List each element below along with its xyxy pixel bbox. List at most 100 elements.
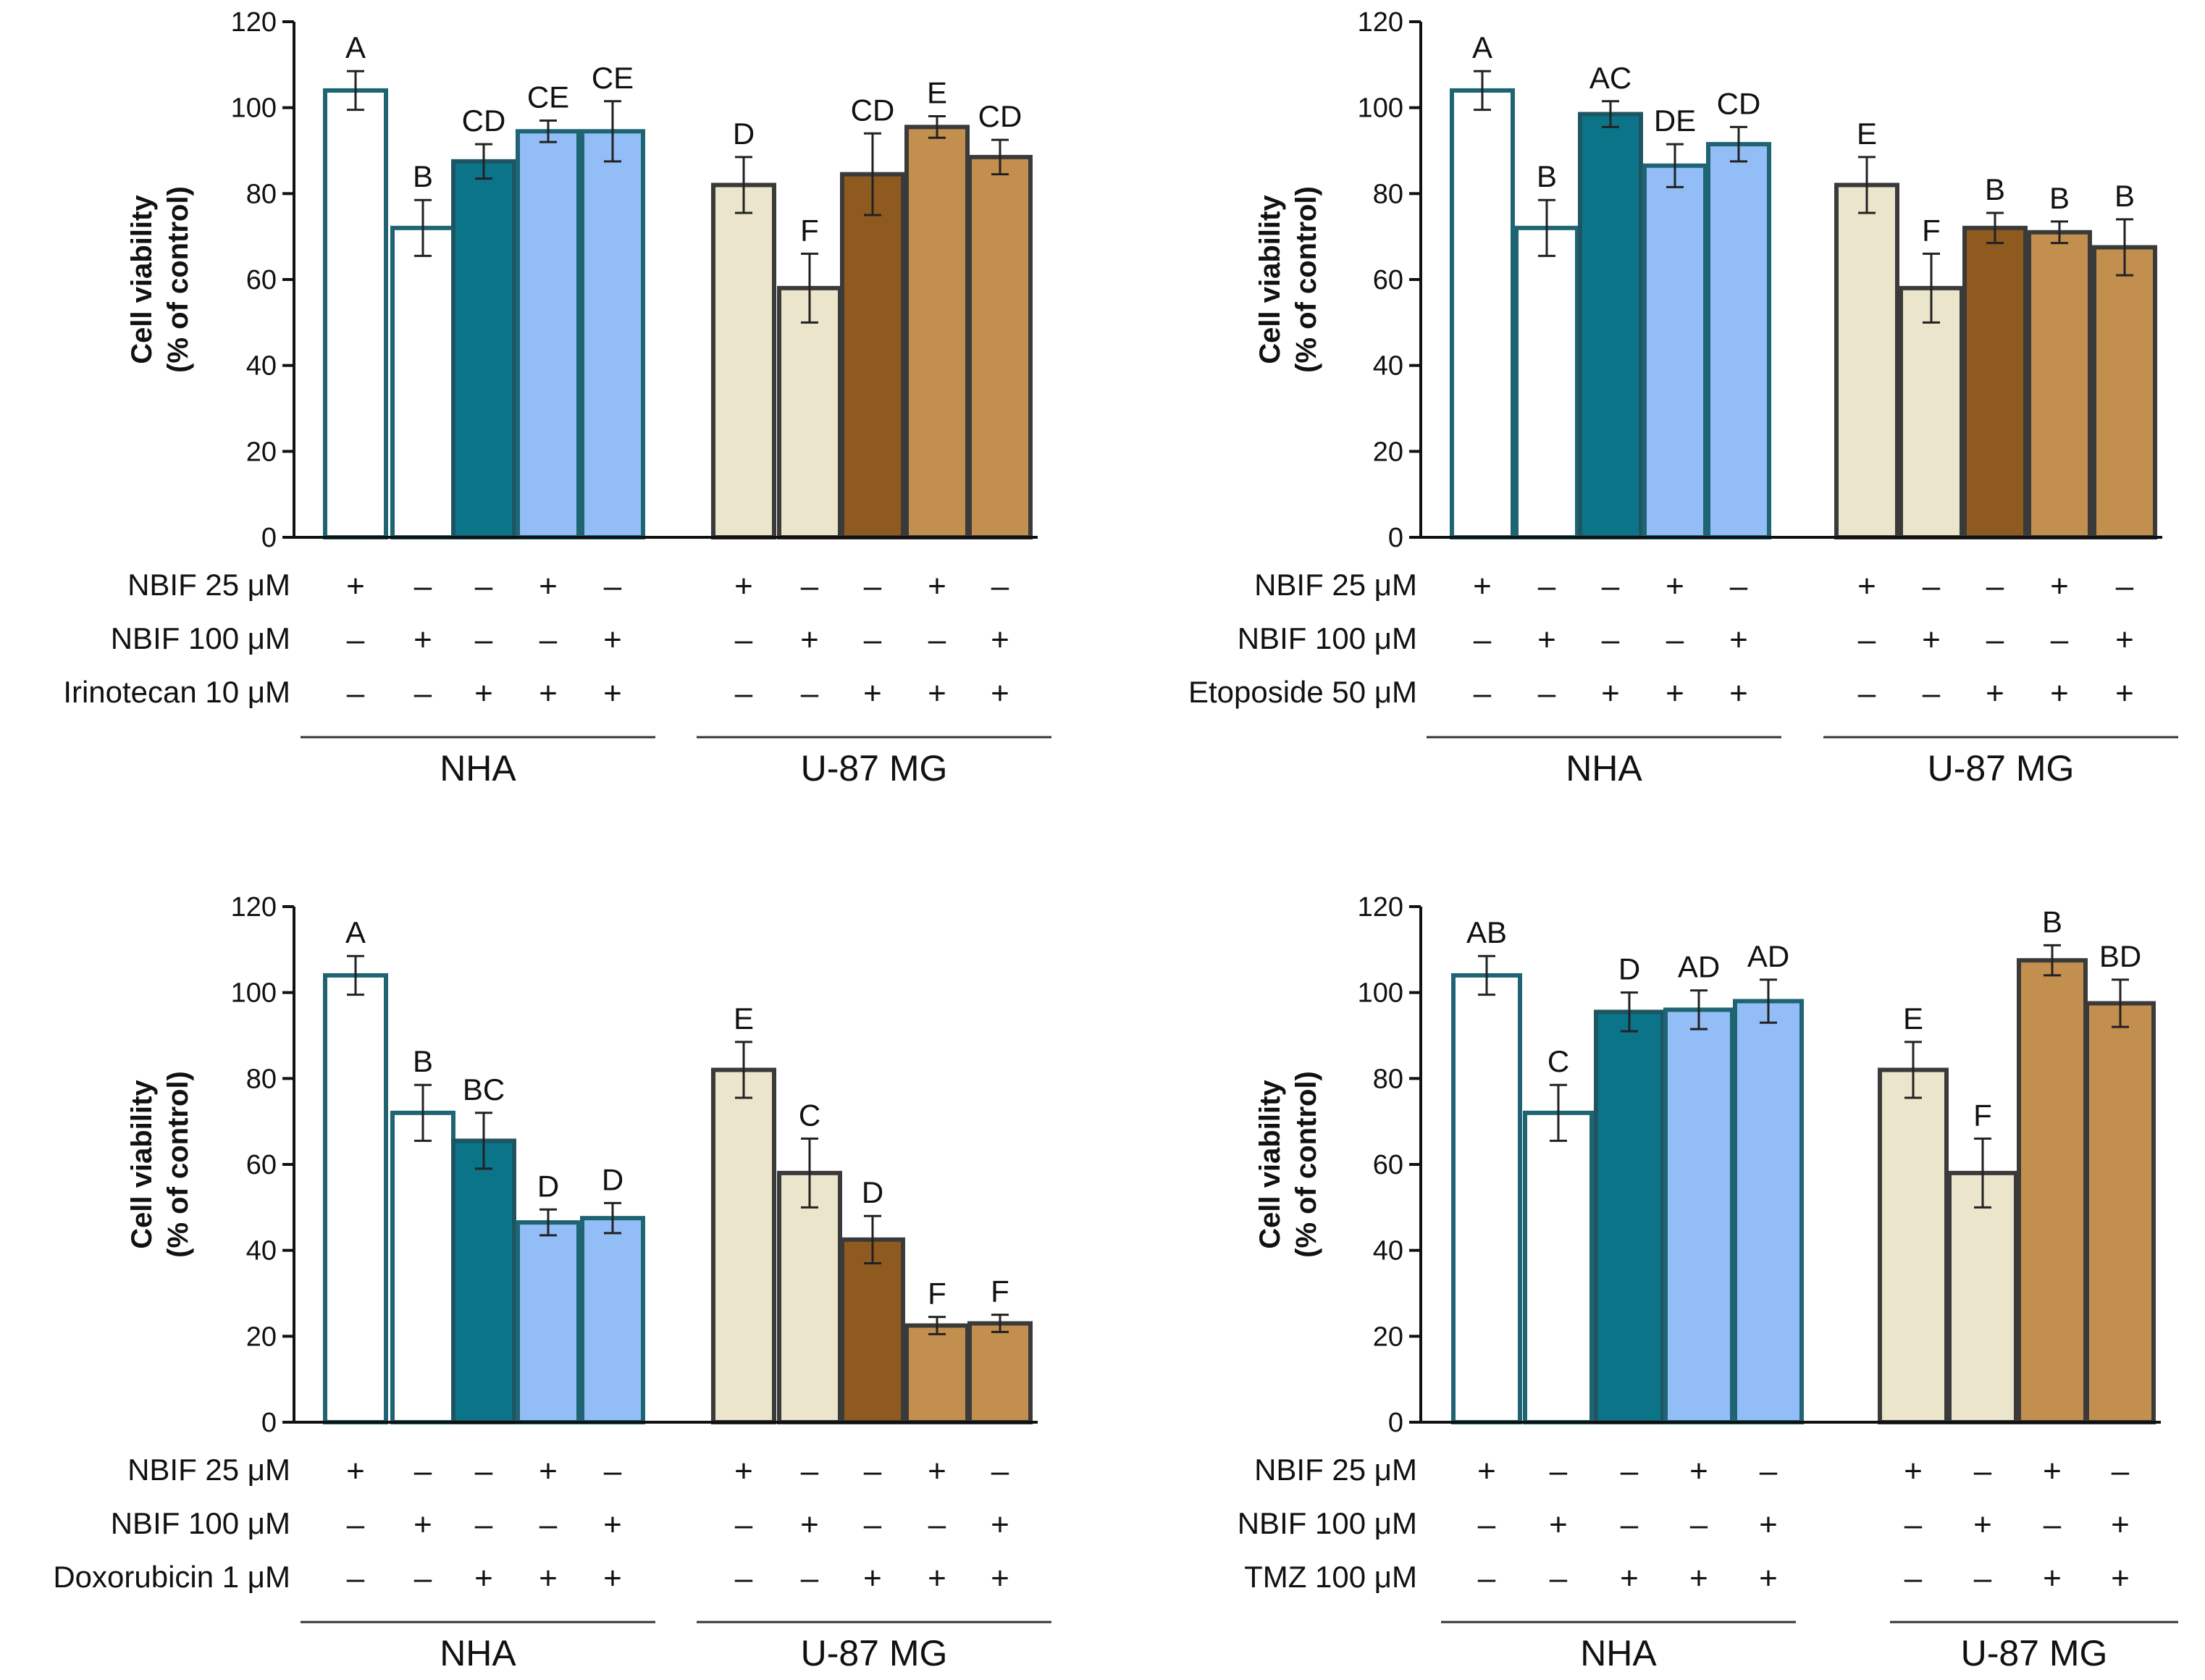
treatment-sign: + [734, 568, 753, 604]
y-tick-label: 20 [1373, 1322, 1403, 1352]
group-label: U-87 MG [801, 748, 948, 789]
treatment-sign: – [2112, 1453, 2130, 1489]
treatment-sign: – [475, 1507, 493, 1542]
treatment-sign: – [1904, 1561, 1923, 1596]
significance-letter: E [927, 76, 947, 110]
treatment-sign: – [1904, 1507, 1923, 1542]
treatment-sign: + [928, 1453, 946, 1489]
significance-letter: D [602, 1162, 623, 1196]
y-tick-label: 120 [1358, 7, 1403, 38]
treatment-sign: – [928, 622, 946, 658]
treatment-sign: + [2111, 1561, 2130, 1596]
treatment-sign: – [801, 568, 819, 604]
bar [2027, 230, 2092, 539]
bar [580, 1216, 645, 1424]
treatment-sign: – [1923, 676, 1941, 711]
treatment-sign: – [1690, 1507, 1708, 1542]
y-tick-label: 100 [231, 978, 277, 1009]
bar [1594, 1009, 1665, 1425]
chart-panel-top-right: 0 20 40 60 80 100 120 Cell viability (% of contr… [1188, 7, 2178, 789]
treatment-sign: – [991, 1453, 1009, 1489]
treatment-sign: + [539, 676, 558, 711]
significance-letter: F [800, 213, 819, 247]
significance-letter: CD [851, 93, 895, 127]
y-tick-label: 20 [246, 437, 277, 467]
y-tick-label: 60 [246, 1150, 277, 1180]
treatment-sign: – [1602, 568, 1620, 604]
treatment-sign: – [1474, 622, 1492, 658]
y-axis-title-line-1: Cell viability [126, 195, 158, 364]
treatment-sign: + [2043, 1453, 2062, 1489]
y-tick-label: 80 [1373, 179, 1403, 209]
y-axis-title-line-1: Cell viability [1254, 195, 1286, 364]
y-tick-label: 0 [1388, 523, 1403, 553]
treatment-sign: + [991, 1507, 1009, 1542]
treatment-sign: + [603, 676, 622, 711]
treatment-sign: – [604, 568, 622, 604]
significance-letter: BC [463, 1072, 505, 1106]
significance-letter: BD [2099, 939, 2141, 973]
treatment-sign: – [735, 622, 753, 658]
significance-letter: D [1618, 952, 1640, 986]
bar [451, 159, 516, 540]
treatment-sign: – [1760, 1453, 1778, 1489]
bar [1962, 225, 2028, 539]
treatment-sign: + [1666, 568, 1684, 604]
treatment-sign: + [1729, 622, 1748, 658]
bar [1578, 112, 1643, 540]
treatment-sign: + [863, 1561, 882, 1596]
significance-letter: CD [978, 99, 1022, 133]
treatment-sign: + [346, 1453, 365, 1489]
group-label: U-87 MG [1928, 748, 2075, 789]
treatment-sign: + [1689, 1561, 1708, 1596]
significance-letter: CE [527, 80, 569, 114]
treatment-row-label: NBIF 25 μM [1254, 568, 1417, 602]
y-axis-title-line-2: (% of control) [1290, 186, 1322, 373]
treatment-sign: – [801, 676, 819, 711]
treatment-sign: – [1858, 676, 1876, 711]
significance-letter: B [2114, 179, 2135, 213]
y-axis-title: Cell viability (% of control) [126, 186, 194, 373]
treatment-sign: – [864, 1507, 882, 1542]
significance-letter: B [2042, 904, 2062, 938]
treatment-sign: – [735, 1561, 753, 1596]
treatment-sign: + [2111, 1507, 2130, 1542]
treatment-sign: + [1473, 568, 1492, 604]
significance-letter: CD [462, 104, 506, 138]
significance-letter: C [799, 1098, 820, 1132]
treatment-sign: – [2051, 622, 2069, 658]
treatment-row-label: Irinotecan 10 μM [63, 675, 290, 709]
y-tick-label: 0 [261, 523, 277, 553]
significance-letter: B [1537, 159, 1557, 193]
chart-panel-bottom-right: 0 20 40 60 80 100 120 Cell viability (% of contr… [1238, 892, 2178, 1673]
bar [390, 225, 455, 539]
treatment-sign: – [604, 1453, 622, 1489]
treatment-sign: – [1474, 676, 1492, 711]
treatment-sign: + [1549, 1507, 1568, 1542]
bar [1834, 182, 1899, 539]
treatment-sign: + [734, 1453, 753, 1489]
treatment-sign: + [800, 622, 819, 658]
treatment-sign: + [1973, 1507, 1992, 1542]
treatment-sign: – [347, 1561, 365, 1596]
y-tick-label: 100 [231, 93, 277, 124]
bar [323, 973, 388, 1424]
significance-letter: D [862, 1175, 883, 1209]
y-tick-label: 60 [1373, 1150, 1403, 1180]
y-tick-label: 20 [1373, 437, 1403, 467]
y-axis-title-line-1: Cell viability [1254, 1080, 1286, 1249]
y-tick-label: 0 [1388, 1408, 1403, 1438]
significance-letter: F [1973, 1098, 1992, 1132]
treatment-sign: + [1729, 676, 1748, 711]
treatment-sign: – [414, 1561, 432, 1596]
treatment-sign: + [928, 1561, 946, 1596]
treatment-sign: + [991, 676, 1009, 711]
significance-letter: F [991, 1274, 1009, 1309]
bar [904, 1323, 970, 1424]
treatment-row-label: NBIF 100 μM [111, 621, 290, 655]
bar [904, 125, 970, 540]
treatment-row-label: TMZ 100 μM [1244, 1560, 1417, 1594]
y-tick-label: 120 [1358, 892, 1403, 923]
bar [1450, 88, 1515, 539]
